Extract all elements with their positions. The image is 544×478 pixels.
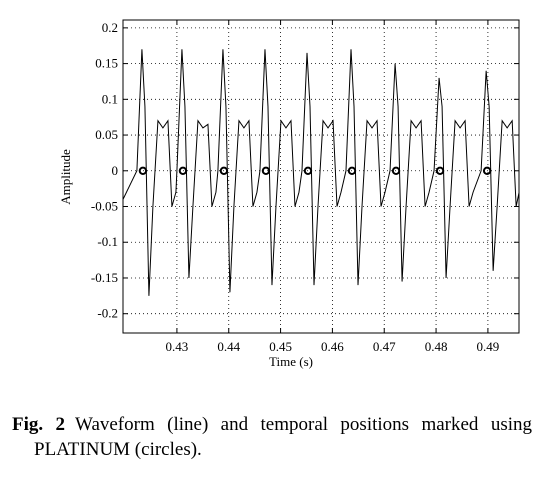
plot-frame (122, 19, 520, 334)
marker-circle (261, 166, 271, 175)
caption: Fig. 2 Waveform (line) and temporal posit… (12, 412, 532, 462)
x-axis-label: Time (s) (269, 354, 313, 369)
x-tick-label: 0.46 (321, 339, 344, 354)
y-tick-label: -0.2 (97, 306, 118, 321)
x-tick-label: 0.45 (269, 339, 292, 354)
marker-circle (178, 166, 188, 175)
caption-label: Fig. 2 (12, 414, 66, 435)
y-tick-label: -0.15 (91, 270, 118, 285)
caption-text: Waveform (line) and temporal positions m… (34, 414, 532, 460)
x-tick-label: 0.44 (217, 339, 240, 354)
y-tick-label: 0.15 (95, 56, 118, 71)
y-axis-label: Amplitude (58, 149, 73, 205)
marker-circle (138, 166, 148, 175)
chart: Time (s) Amplitude -0.2 -0.15 -0.1 -0.05 0 0.… (58, 19, 520, 369)
marker-circle (347, 166, 357, 175)
marker-circle (219, 166, 229, 175)
marker-circle (303, 166, 313, 175)
y-tick-label: 0 (112, 163, 119, 178)
y-tick-label: 0.1 (102, 91, 118, 106)
marker-circle (482, 166, 492, 175)
waveform-line (122, 49, 520, 296)
y-tick-label: 0.2 (102, 20, 118, 35)
y-tick-label: -0.1 (97, 234, 118, 249)
x-tick-label: 0.48 (425, 339, 448, 354)
marker-circle (435, 166, 445, 175)
x-tick-label: 0.49 (477, 339, 500, 354)
y-tick-label: 0.05 (95, 127, 118, 142)
x-tick-label: 0.43 (166, 339, 189, 354)
marker-circle (391, 166, 401, 175)
y-tick-label: -0.05 (91, 199, 118, 214)
x-tick-label: 0.47 (373, 339, 396, 354)
